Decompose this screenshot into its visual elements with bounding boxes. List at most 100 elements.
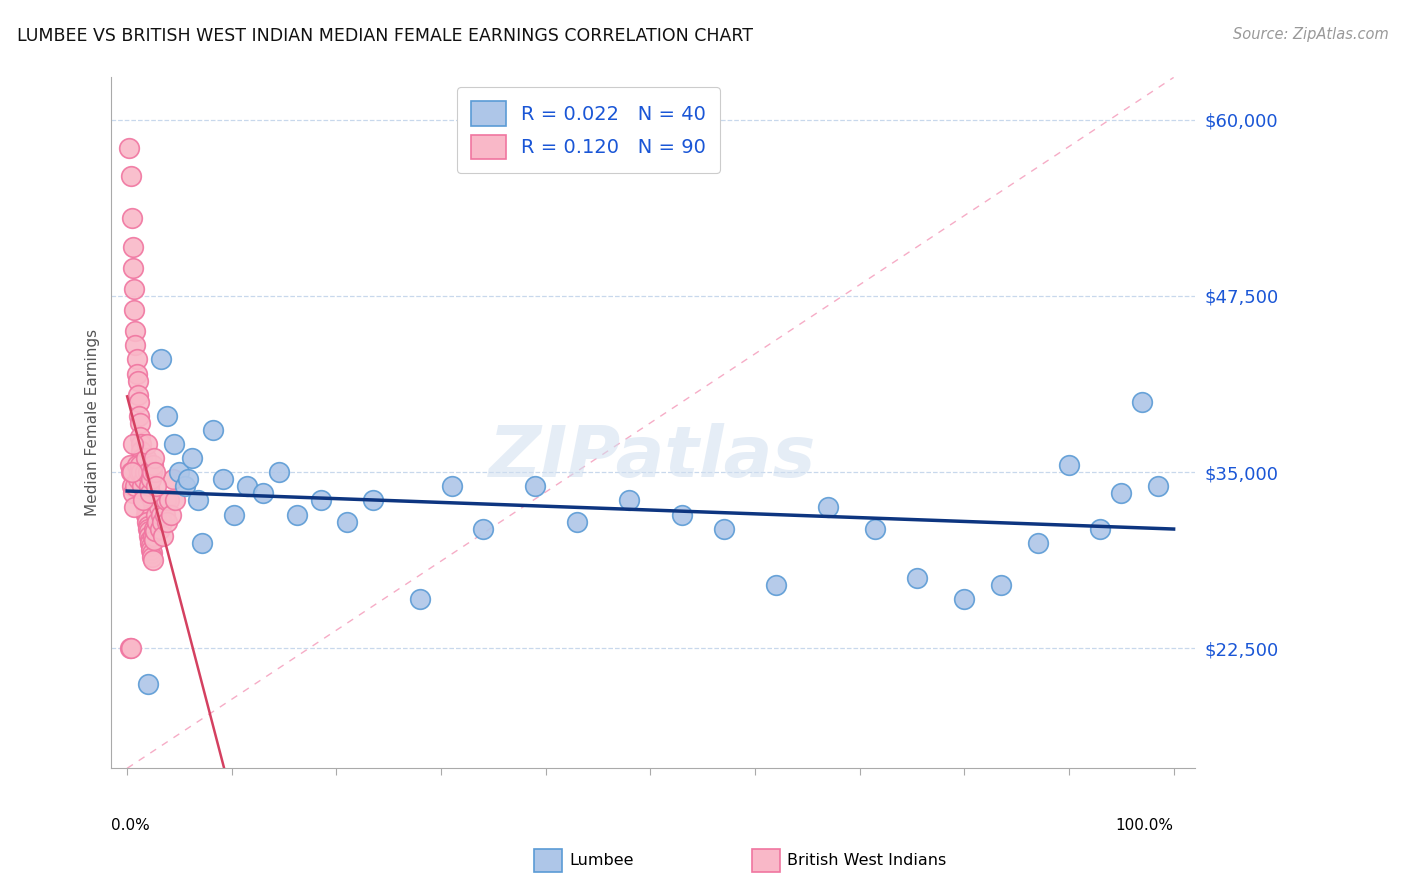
Point (128, 458, 150, 473)
Point (128, 416, 150, 430)
Point (1026, 535, 1049, 549)
Point (124, 338, 146, 352)
Point (131, 458, 153, 473)
Point (132, 472, 155, 486)
Text: Source: ZipAtlas.com: Source: ZipAtlas.com (1233, 27, 1389, 42)
Point (127, 387, 149, 401)
Point (236, 479, 259, 493)
Point (132, 486, 155, 500)
Point (150, 515, 173, 529)
Point (132, 465, 155, 479)
Point (143, 522, 166, 536)
Point (565, 515, 588, 529)
Point (136, 510, 159, 524)
Point (160, 508, 183, 522)
Point (145, 479, 167, 493)
Point (129, 437, 152, 451)
Point (118, 141, 141, 155)
Point (124, 303, 146, 318)
Point (131, 479, 153, 493)
Point (336, 515, 359, 529)
Point (817, 500, 839, 515)
Point (124, 282, 146, 296)
Point (121, 465, 143, 479)
Point (165, 493, 187, 508)
Point (134, 496, 156, 510)
Point (146, 515, 169, 529)
Point (135, 451, 157, 466)
Point (122, 240, 145, 254)
Point (128, 430, 150, 444)
Point (138, 479, 160, 493)
Point (990, 578, 1012, 592)
Point (120, 458, 142, 473)
Point (181, 451, 204, 466)
Point (155, 493, 177, 508)
Point (124, 500, 146, 515)
Point (409, 592, 432, 607)
Point (134, 491, 156, 505)
Point (121, 479, 143, 493)
Point (152, 529, 174, 543)
Point (122, 437, 145, 451)
Point (129, 444, 152, 458)
Point (173, 479, 195, 493)
Point (1111, 486, 1133, 500)
Point (713, 522, 735, 536)
Y-axis label: Median Female Earnings: Median Female Earnings (86, 329, 100, 516)
Point (136, 522, 159, 536)
Point (153, 508, 176, 522)
Point (132, 479, 155, 493)
Point (135, 508, 157, 522)
Point (905, 571, 928, 585)
Point (163, 437, 186, 451)
Text: ZIPatlas: ZIPatlas (489, 423, 817, 491)
Point (252, 486, 274, 500)
Point (1090, 522, 1112, 536)
Point (177, 472, 200, 486)
Point (142, 529, 165, 543)
Point (121, 211, 143, 226)
Point (122, 486, 145, 500)
Point (124, 479, 146, 493)
Point (143, 451, 166, 466)
Point (143, 533, 166, 547)
Point (122, 260, 145, 275)
Point (136, 465, 159, 479)
Point (141, 549, 163, 564)
Point (128, 394, 150, 409)
Point (361, 493, 384, 508)
Point (120, 641, 142, 656)
Point (136, 677, 159, 691)
Point (149, 508, 172, 522)
Point (141, 546, 163, 560)
Point (141, 542, 163, 557)
Point (135, 500, 157, 515)
Legend: R = 0.022   N = 40, R = 0.120   N = 90: R = 0.022 N = 40, R = 0.120 N = 90 (457, 87, 720, 173)
Point (145, 524, 167, 539)
Text: 0.0%: 0.0% (111, 818, 150, 833)
Point (132, 472, 155, 486)
Point (1130, 394, 1153, 409)
Point (136, 518, 159, 533)
Text: 100.0%: 100.0% (1115, 818, 1174, 833)
Point (471, 522, 494, 536)
Point (157, 493, 180, 508)
Point (285, 508, 308, 522)
Point (953, 592, 976, 607)
Point (148, 522, 170, 536)
Point (201, 423, 224, 437)
Point (120, 641, 142, 656)
Point (139, 533, 162, 547)
Point (309, 493, 332, 508)
Point (1147, 479, 1170, 493)
Point (148, 500, 170, 515)
Point (187, 493, 209, 508)
Point (145, 465, 167, 479)
Point (127, 472, 149, 486)
Text: Lumbee: Lumbee (569, 854, 634, 868)
Point (132, 493, 155, 508)
Point (141, 472, 163, 486)
Point (128, 465, 150, 479)
Point (440, 479, 463, 493)
